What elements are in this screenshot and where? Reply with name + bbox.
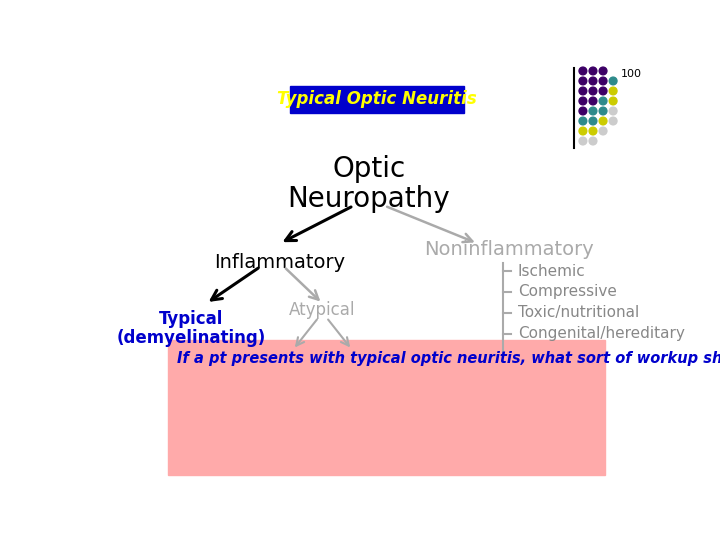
Circle shape <box>609 107 617 115</box>
Text: Typical
(demyelinating): Typical (demyelinating) <box>116 309 266 347</box>
Circle shape <box>579 117 587 125</box>
Circle shape <box>609 77 617 85</box>
Circle shape <box>599 67 607 75</box>
Circle shape <box>589 87 597 95</box>
Circle shape <box>579 97 587 105</box>
Circle shape <box>599 87 607 95</box>
Circle shape <box>589 77 597 85</box>
FancyBboxPatch shape <box>290 86 464 112</box>
Circle shape <box>589 107 597 115</box>
Circle shape <box>579 137 587 145</box>
Text: Ischemic: Ischemic <box>518 264 585 279</box>
Circle shape <box>579 107 587 115</box>
Circle shape <box>579 87 587 95</box>
Circle shape <box>589 97 597 105</box>
Circle shape <box>589 67 597 75</box>
Circle shape <box>609 97 617 105</box>
Circle shape <box>609 117 617 125</box>
Circle shape <box>599 77 607 85</box>
Text: Toxic/nutritional: Toxic/nutritional <box>518 305 639 320</box>
FancyBboxPatch shape <box>168 340 606 475</box>
Text: Atypical: Atypical <box>289 301 356 319</box>
Circle shape <box>599 127 607 135</box>
Circle shape <box>579 77 587 85</box>
Circle shape <box>589 137 597 145</box>
Text: Congenital/hereditary: Congenital/hereditary <box>518 326 685 341</box>
Circle shape <box>589 117 597 125</box>
Circle shape <box>599 97 607 105</box>
Circle shape <box>579 67 587 75</box>
Text: Optic
Neuropathy: Optic Neuropathy <box>288 155 450 213</box>
Circle shape <box>599 117 607 125</box>
Text: Compressive: Compressive <box>518 285 616 300</box>
Text: Noninflammatory: Noninflammatory <box>423 240 593 259</box>
Circle shape <box>579 127 587 135</box>
Circle shape <box>609 87 617 95</box>
Text: If a pt presents with typical optic neuritis, what sort of workup should be done: If a pt presents with typical optic neur… <box>177 351 720 366</box>
Text: Inflammatory: Inflammatory <box>215 253 346 273</box>
Text: Typical Optic Neuritis: Typical Optic Neuritis <box>277 90 477 109</box>
Circle shape <box>599 107 607 115</box>
Text: 100: 100 <box>621 70 642 79</box>
Circle shape <box>589 127 597 135</box>
